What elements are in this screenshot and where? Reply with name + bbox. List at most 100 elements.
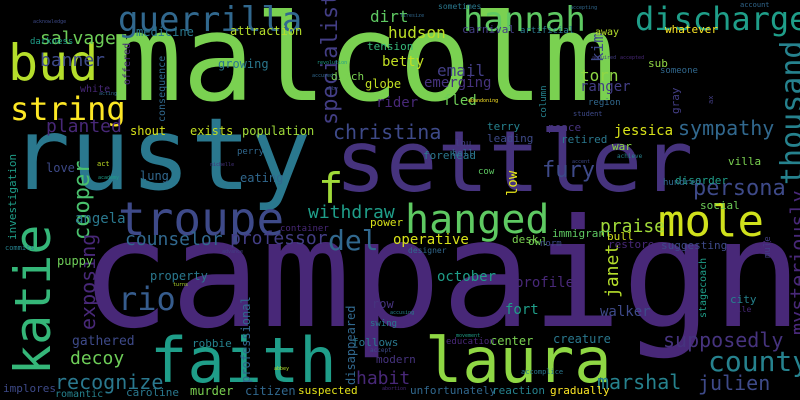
word-hanged: hanged [405,197,550,243]
word-sub: sub [648,57,668,70]
word-ali: ali [757,241,774,251]
word-laura: laura [425,324,612,397]
word-string: string [10,90,126,128]
word-property: property [150,269,208,283]
word-malcolm: malcolm [110,0,616,129]
word-mole: mole [658,196,764,247]
word-abby: abby [326,86,339,92]
word-commits: commits [5,244,35,252]
word-follows: follows [352,336,399,349]
word-fury: fury [542,158,595,183]
word-modern: modern [376,353,416,366]
word-cooper: cooper [70,160,95,240]
word-act: act [97,160,110,168]
word-shout: shout [130,124,167,138]
word-account: account [740,1,770,9]
word-turns: turns [173,282,189,288]
word-accent: accent [572,159,591,165]
word-power: power [370,216,404,229]
word-gray: gray [669,87,682,115]
word-social: social [700,199,740,212]
word-discharged: discharged [635,0,800,38]
word-f: f [318,164,344,213]
word-county: county [708,345,800,378]
word-villa: villa [728,155,762,168]
word-immigrant: immigrant [552,227,612,240]
word-gradually: gradually [550,384,610,397]
word-leading: leading [487,132,534,145]
word-firesize: firesize [400,13,425,19]
word-ranger: ranger [580,79,631,95]
word-city: city [730,293,757,306]
word-angela: angela [75,211,126,227]
word-acquired: acquired [592,55,617,61]
word-nichelle: nichelle [210,162,235,168]
word-fled: fled [443,93,477,109]
word-ax: ax [707,95,715,104]
word-planted: planted [46,116,122,137]
word-profile: profile [515,275,575,291]
word-whatever: whatever [665,23,718,36]
word-education: education [446,337,495,347]
word-sympathy: sympathy [678,116,775,140]
word-suspected: suspected [298,384,358,397]
word-emerging: emerging [424,75,492,91]
word-accept: accept [370,347,392,354]
word-exists: exists [190,124,234,138]
word-bull: bull [607,230,634,243]
word-designer: designer [408,246,447,255]
word-abbey: abbey [274,366,290,372]
word-retired: retired [561,133,608,146]
word-cow: cow [478,167,495,177]
word-revolution: revolution [317,60,348,66]
word-walker: walker [600,304,651,320]
word-peace: peace [548,121,582,134]
word-medicine: medicine [136,25,194,39]
word-forehead: forehead [423,149,476,162]
word-campaign: campaign [80,188,800,362]
word-abortion: abortion [382,386,407,392]
word-population: population [242,124,315,138]
word-accepted: accepted [620,55,645,61]
word-creature: creature [553,332,611,346]
word-decoy: decoy [70,348,125,369]
word-betty: betty [382,54,425,70]
word-lung: lung [140,169,169,183]
word-hudson: hudson [388,23,446,42]
word-war: war [612,140,632,153]
word-email: email [437,61,486,80]
word-column: column [539,85,549,118]
word-darkness: darkness [30,37,74,47]
word-fort: fort [505,302,539,318]
word-desk: desk [512,233,539,246]
word-guerrilla: guerrilla [118,0,303,40]
word-terry: terry [487,120,521,133]
word-disappeared: disappeared [344,305,358,385]
word-owl: owl [528,235,548,248]
word-investigation: investigation [6,153,19,240]
word-banner: banner [40,50,106,71]
word-hundred: hundred [663,178,701,188]
word-love: love [46,161,75,175]
word-citizen: citizen [245,384,296,398]
word-dirt: dirt [370,7,409,26]
word-eating: eating [240,171,284,185]
word-white: white [80,84,111,95]
word-romantic: romantic [55,389,104,400]
word-marshal: marshal [597,370,682,394]
word-mysteriously: mysteriously [786,190,800,336]
word-rio: rio [118,280,176,318]
word-operative: operative [393,232,469,248]
word-norm: norm [540,239,562,249]
word-acting: acting [99,91,118,97]
word-puppy: puppy [57,254,94,268]
word-globe: globe [365,77,402,91]
word-restore: restore [608,238,655,251]
word-murder: murder [190,384,234,398]
word-bud: bud [8,34,99,92]
word-achieve: achieve [617,153,643,160]
word-faith: faith [150,324,337,397]
word-julien: julien [698,371,771,395]
word-swing: swing [370,319,398,329]
